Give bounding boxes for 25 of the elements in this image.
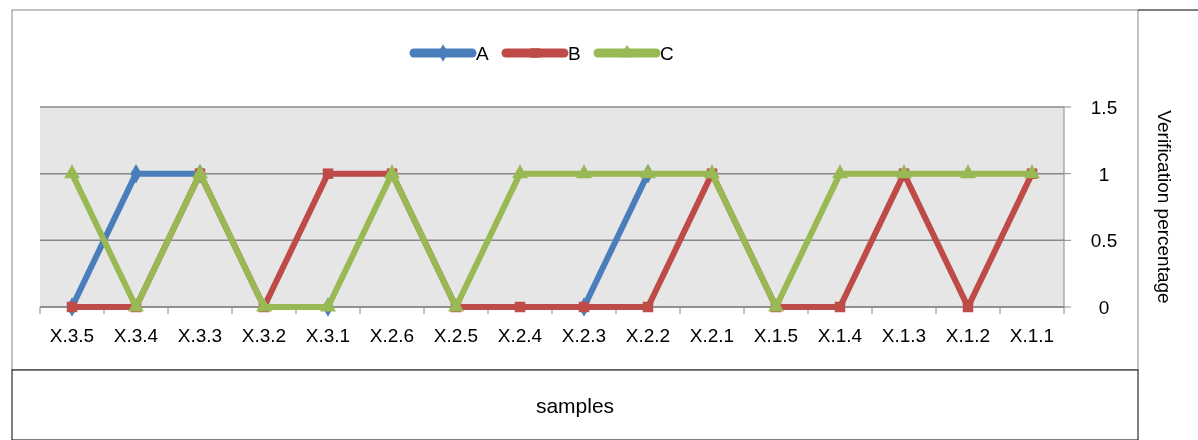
x-tick-label: X.3.5 [49, 325, 95, 346]
y-tick-label: 0 [1098, 297, 1110, 318]
x-tick-label: X.1.5 [753, 325, 799, 346]
x-tick-label: X.2.3 [561, 325, 607, 346]
x-tick-label: X.1.3 [881, 325, 927, 346]
legend-label: C [660, 43, 674, 64]
x-tick-label: X.2.5 [433, 325, 479, 346]
legend-label: B [568, 43, 581, 64]
legend-label: A [476, 43, 489, 64]
x-tick-label: X.3.4 [113, 325, 159, 346]
x-tick-label: X.3.1 [305, 325, 351, 346]
x-tick-label: X.2.4 [497, 325, 543, 346]
x-tick-label: X.2.2 [625, 325, 671, 346]
x-tick-label: X.3.2 [241, 325, 287, 346]
y-axis-title: Verification percentage [1154, 110, 1175, 304]
y-tick-label: 0.5 [1090, 230, 1118, 252]
y-tick-label: 1.5 [1090, 97, 1118, 118]
x-tick-label: X.1.4 [817, 325, 863, 346]
x-tick-label: X.2.6 [369, 325, 415, 346]
y-tick-label: 1 [1098, 163, 1110, 185]
x-axis-title: samples [535, 394, 615, 417]
x-tick-label: X.1.1 [1009, 325, 1055, 346]
x-tick-label: X.1.2 [945, 325, 991, 346]
x-tick-label: X.3.3 [177, 325, 223, 346]
x-tick-label: X.2.1 [689, 325, 735, 346]
